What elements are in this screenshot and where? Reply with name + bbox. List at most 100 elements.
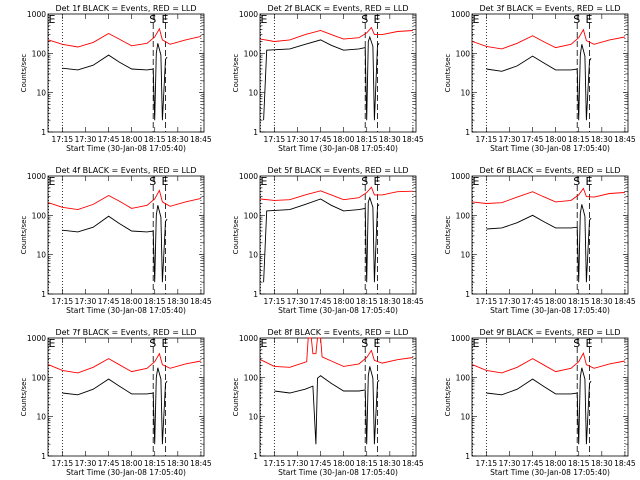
event-marker-label: S — [361, 13, 368, 26]
event-marker-label: S — [361, 337, 368, 350]
x-tick-label: 17:45 — [98, 459, 120, 468]
y-tick-label: 1 — [41, 290, 46, 299]
x-tick-label: 18:15 — [356, 297, 378, 306]
y-axis-label: Counts/sec — [232, 216, 240, 255]
x-axis-label: Start Time (30-Jan-08 17:05:40) — [66, 306, 186, 315]
x-tick-label: 18:15 — [568, 297, 590, 306]
x-tick-label: 18:45 — [614, 297, 636, 306]
x-tick-label: 18:45 — [190, 297, 212, 306]
x-tick-label: 17:45 — [522, 135, 544, 144]
y-axis-label: Counts/sec — [444, 378, 452, 417]
y-tick-label: 10 — [248, 89, 258, 98]
x-tick-label: 17:15 — [52, 135, 74, 144]
chart-panel: Det 8f BLACK = Events, RED = LLD 1 10 100 10… — [232, 328, 424, 477]
chart-panel: Det 9f BLACK = Events, RED = LLD 1 10 100 10… — [444, 328, 636, 477]
plot-frame — [47, 175, 205, 295]
x-tick-label: 17:15 — [264, 297, 286, 306]
y-tick-label: 1000 — [27, 172, 46, 181]
y-tick-label: 1 — [465, 452, 470, 461]
event-marker-label: E — [261, 13, 268, 26]
plot-frame — [471, 337, 629, 457]
chart-panel: Det 6f BLACK = Events, RED = LLD 1 10 100 10… — [444, 166, 636, 315]
event-marker-label: E — [162, 175, 169, 188]
x-tick-label: 18:15 — [144, 459, 166, 468]
x-tick-label: 17:15 — [476, 297, 498, 306]
x-tick-label: 18:30 — [591, 135, 613, 144]
event-marker-label: E — [473, 337, 480, 350]
x-tick-label: 18:45 — [190, 135, 212, 144]
event-marker-label: E — [261, 337, 268, 350]
event-marker-label: S — [361, 175, 368, 188]
chart-panel: Det 5f BLACK = Events, RED = LLD 1 10 100 10… — [232, 166, 424, 315]
plot-frame — [47, 13, 205, 133]
x-axis-label: Start Time (30-Jan-08 17:05:40) — [278, 468, 398, 477]
x-tick-label: 18:15 — [144, 135, 166, 144]
event-marker-label: S — [573, 337, 580, 350]
x-tick-label: 18:00 — [121, 459, 143, 468]
x-tick-label: 18:00 — [545, 459, 567, 468]
y-axis-label: Counts/sec — [444, 216, 452, 255]
panel-title: Det 3f BLACK = Events, RED = LLD — [479, 4, 620, 13]
plot-frame — [47, 337, 205, 457]
event-marker-label: E — [49, 337, 56, 350]
y-tick-label: 1 — [253, 128, 258, 137]
event-rate-line — [274, 366, 380, 445]
x-tick-label: 17:45 — [98, 297, 120, 306]
plot-frame — [471, 13, 629, 133]
x-tick-label: 18:15 — [568, 459, 590, 468]
x-axis-label: Start Time (30-Jan-08 17:05:40) — [278, 306, 398, 315]
y-tick-label: 1000 — [27, 334, 46, 343]
x-tick-label: 17:30 — [75, 135, 97, 144]
event-rate-line — [263, 35, 380, 121]
x-tick-label: 18:00 — [545, 135, 567, 144]
event-marker-label: E — [374, 337, 381, 350]
y-tick-label: 10 — [248, 413, 258, 422]
plot-frame — [259, 337, 417, 457]
lld-rate-line — [260, 186, 413, 201]
y-tick-label: 100 — [244, 211, 259, 220]
x-tick-label: 17:30 — [75, 297, 97, 306]
x-tick-label: 18:30 — [379, 459, 401, 468]
x-tick-label: 17:30 — [499, 135, 521, 144]
event-marker-label: S — [149, 337, 156, 350]
x-tick-label: 18:30 — [591, 297, 613, 306]
y-tick-label: 10 — [36, 413, 46, 422]
x-tick-label: 18:30 — [591, 459, 613, 468]
y-tick-label: 10 — [460, 413, 470, 422]
event-marker-label: E — [374, 13, 381, 26]
lld-rate-line — [260, 26, 413, 42]
chart-panel: Det 7f BLACK = Events, RED = LLD 1 10 100 10… — [20, 328, 212, 477]
event-rate-line — [486, 44, 592, 121]
x-tick-label: 18:15 — [144, 297, 166, 306]
event-rate-line — [62, 367, 168, 445]
x-tick-label: 17:45 — [310, 297, 332, 306]
event-marker-label: E — [162, 13, 169, 26]
x-tick-label: 18:00 — [333, 135, 355, 144]
x-axis-label: Start Time (30-Jan-08 17:05:40) — [490, 144, 610, 153]
panel-title: Det 1f BLACK = Events, RED = LLD — [55, 4, 196, 13]
y-tick-label: 100 — [456, 373, 471, 382]
event-rate-line — [62, 205, 168, 283]
x-tick-label: 18:45 — [190, 459, 212, 468]
x-tick-label: 18:15 — [356, 459, 378, 468]
x-tick-label: 18:30 — [167, 135, 189, 144]
lld-rate-line — [48, 189, 201, 211]
lld-rate-line — [472, 187, 625, 204]
plot-frame — [471, 175, 629, 295]
x-tick-label: 18:30 — [379, 297, 401, 306]
event-rate-line — [62, 43, 168, 121]
event-rate-line — [486, 204, 592, 283]
y-axis-label: Counts/sec — [232, 54, 240, 93]
x-tick-label: 17:45 — [310, 135, 332, 144]
y-axis-label: Counts/sec — [444, 54, 452, 93]
event-marker-label: S — [573, 175, 580, 188]
event-marker-label: E — [473, 13, 480, 26]
y-tick-label: 10 — [36, 251, 46, 260]
y-tick-label: 100 — [32, 49, 47, 58]
x-tick-label: 18:45 — [614, 135, 636, 144]
x-tick-label: 17:45 — [98, 135, 120, 144]
x-axis-label: Start Time (30-Jan-08 17:05:40) — [66, 144, 186, 153]
x-tick-label: 18:30 — [167, 297, 189, 306]
event-marker-label: S — [573, 13, 580, 26]
